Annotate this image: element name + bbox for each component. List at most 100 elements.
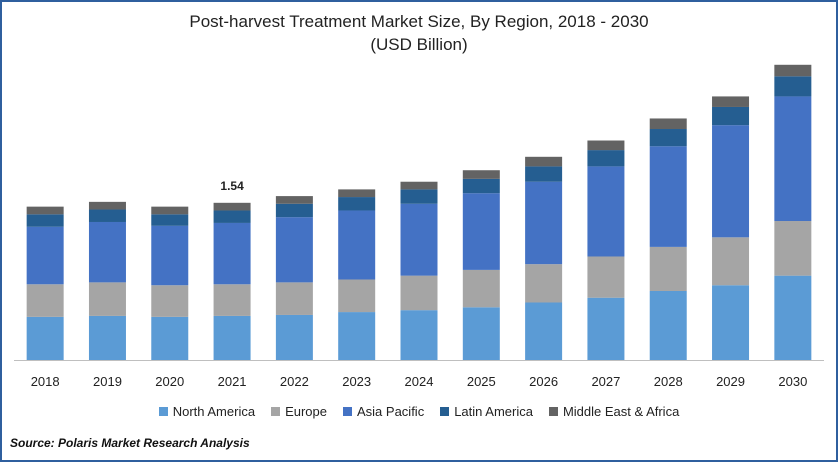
legend-swatch [343,407,352,416]
bar-segment [275,314,313,360]
bar-segment [275,282,313,315]
bar-segment [525,302,563,360]
chart-subtitle: (USD Billion) [370,35,468,54]
bar-segment [400,310,438,360]
legend-swatch [548,407,558,416]
bar-segment [400,181,438,190]
x-tick-label: 2019 [93,374,122,389]
bar-segment [338,210,376,280]
x-tick-label: 2029 [716,374,745,389]
bar-segment [774,96,812,222]
chart-title: Post-harvest Treatment Market Size, By R… [189,12,649,31]
bar-segment [587,166,625,257]
bar-segment [587,297,625,360]
bar-segment [649,118,687,130]
bar-segment [26,284,64,317]
bar-segment [151,285,189,317]
bar-segment [26,316,64,360]
bar-segment [338,189,376,198]
bar-segment [88,201,126,210]
x-tick-label: 2027 [591,374,620,389]
bar-segment [275,196,313,204]
x-tick-label: 2025 [467,374,496,389]
x-tick-label: 2028 [654,374,683,389]
legend-item: Middle East & Africa [548,404,680,419]
legend-item: Latin America [440,404,533,419]
bar-segment [88,209,126,222]
bar-segment [88,282,126,316]
bar-segment [151,316,189,360]
bar-segment [712,285,750,360]
legend-label: Latin America [454,404,533,419]
bar-segment [151,225,189,286]
bar-segment [525,181,563,265]
bar-segment [275,203,313,218]
bar-segment [26,226,64,285]
bar-segment [774,64,812,77]
bar-segment [275,217,313,283]
bar-segment [338,312,376,360]
bar-segment [213,315,251,360]
x-tick-label: 2030 [778,374,807,389]
bar-segment [525,264,563,303]
legend-label: Middle East & Africa [562,404,680,419]
bar-segment [88,315,126,360]
bar-segment [213,202,251,211]
bar-segment [151,206,189,215]
legend-label: Asia Pacific [357,404,425,419]
bar-segment [213,222,251,285]
legend-label: North America [172,404,256,419]
legend-item: North America [158,404,256,419]
legend-swatch [271,407,281,416]
bar-segment [462,178,500,194]
bar-segment [525,156,563,167]
bar-segment [26,214,64,227]
x-tick-label: 2024 [405,374,434,389]
bar-segment [587,140,625,151]
legend-label: Europe [285,404,327,419]
bar-segment [525,166,563,182]
x-tick-label: 2026 [529,374,558,389]
bar-segment [712,106,750,126]
bar-segment [774,221,812,276]
bar-segment [462,170,500,179]
bar-segment [151,214,189,226]
bar-segment [213,210,251,223]
bar-segment [649,129,687,147]
bar-segment [712,96,750,107]
bar-segment [587,256,625,298]
bar-segment [649,246,687,291]
bar-segment [26,206,64,215]
bar-segment [462,307,500,360]
x-tick-label: 2021 [218,374,247,389]
bar-segment [88,221,126,283]
bar-segment [338,279,376,313]
x-tick-label: 2022 [280,374,309,389]
x-tick-label: 2020 [155,374,184,389]
legend-swatch [158,407,168,416]
stacked-bar-chart: 2018 2019 2020 2021 1.54 2022 2023 2024 2025 2026… [14,64,824,389]
bar-segment [462,269,500,308]
bar-segment [774,275,812,360]
x-tick-label: 2018 [31,374,60,389]
source-note: Source: Polaris Market Research Analysis [10,436,250,450]
chart-legend: North America Europe Asia Pacific Latin Ame… [2,404,836,419]
bar-segment [774,76,812,97]
bar-segment [400,203,438,276]
bar-segment [587,150,625,167]
bar-segment [649,146,687,247]
bar-segment [338,197,376,211]
data-label: 1.54 [220,179,244,193]
bar-segment [649,290,687,360]
legend-item: Europe [271,404,327,419]
bar-segment [400,189,438,204]
legend-item: Asia Pacific [343,404,424,419]
bar-segment [462,193,500,270]
bar-segment [712,125,750,238]
bar-segment [213,284,251,316]
bar-segment [712,237,750,286]
x-tick-label: 2023 [342,374,371,389]
legend-swatch [440,407,450,416]
bar-segment [400,275,438,311]
